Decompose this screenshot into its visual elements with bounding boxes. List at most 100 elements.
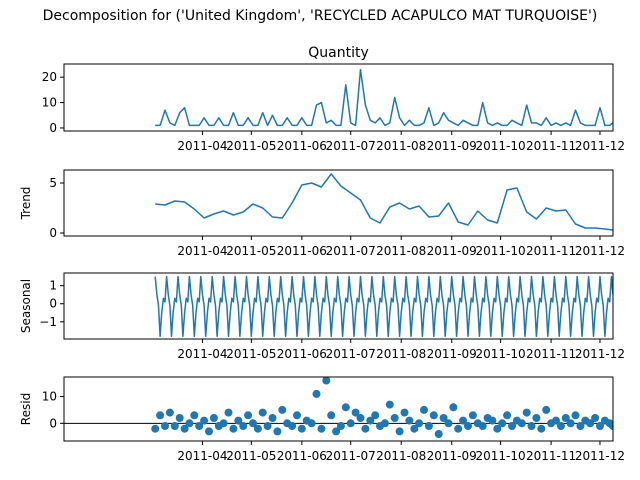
resid-point [190,411,199,420]
resid-point [596,422,604,430]
resid-point [346,419,355,428]
resid-point [351,408,360,417]
seasonal-ytick-label: 1 [49,279,57,293]
resid-xtick-label: 2011-07 [326,449,376,463]
resid-point [556,422,565,430]
resid-point [293,411,301,420]
trend-xtick-label: 2011-10 [476,244,526,258]
quantity-xtick-label: 2011-07 [326,139,376,153]
quantity-line [155,68,613,127]
seasonal-line [154,275,613,338]
quantity-ytick-label: 20 [42,70,57,84]
quantity-xtick-label: 2011-08 [376,139,426,153]
resid-frame [63,376,614,442]
figure-suptitle: Decomposition for ('United Kingdom', 'RE… [43,8,598,24]
resid-point [439,414,448,422]
resid-point [468,411,477,420]
quantity-xtick-label: 2011-11 [526,139,576,153]
quantity-xtick-label: 2011-04 [177,139,227,153]
resid-point [209,414,218,422]
trend-xtick-label: 2011-09 [427,244,477,258]
resid-point [268,414,277,422]
resid-point [219,419,228,428]
trend-xtick-label: 2011-05 [226,244,276,258]
resid-point [156,411,165,420]
resid-point [297,424,306,433]
resid-ytick-label: 10 [42,390,57,404]
resid-point [341,403,350,412]
resid-ytick-label: 0 [49,416,57,430]
quantity-xtick-label: 2011-10 [476,139,526,153]
resid-point [366,416,375,425]
quantity-xtick-label: 2011-06 [277,139,327,153]
seasonal-ytick-label: 0 [49,297,57,311]
trend-xtick-label: 2011-11 [526,244,576,258]
resid-xtick-label: 2011-12 [575,449,625,463]
resid-point [239,422,248,430]
resid-point [591,414,600,422]
resid-point [336,422,345,430]
resid-point [434,430,443,438]
resid-point [253,424,262,433]
resid-point [552,416,560,425]
resid-point [317,424,326,433]
resid-point [454,424,463,433]
trend-xtick-label: 2011-06 [277,244,327,258]
resid-point [609,422,613,430]
seasonal-frame [63,272,614,340]
resid-point [258,408,267,417]
resid-point [312,389,321,398]
resid-point [180,424,189,433]
resid-point [449,403,458,412]
resid-point [332,427,341,436]
resid-point [200,416,209,425]
resid-series [64,377,613,438]
seasonal-xtick-label: 2011-11 [526,347,576,361]
trend-xtick-label: 2011-08 [376,244,426,258]
trend-frame [63,169,614,237]
seasonal-ytick-label: −1 [39,315,57,329]
seasonal-ylabel: Seasonal [19,279,33,333]
resid-point [571,411,580,420]
trend-series [155,173,613,231]
resid-ylabel: Resid [19,393,33,425]
resid-point [229,424,238,433]
resid-point [405,416,414,425]
resid-point [205,427,213,436]
resid-point [561,414,570,422]
resid-xtick-label: 2011-06 [277,449,327,463]
quantity-xtick-label: 2011-05 [226,139,276,153]
resid-point [503,411,512,420]
seasonal-xtick-label: 2011-07 [326,347,376,361]
resid-point [400,408,409,417]
resid-point [459,416,468,425]
resid-point [488,416,497,425]
seasonal-xtick-label: 2011-10 [476,347,526,361]
resid-point [175,414,184,422]
resid-point [537,424,546,433]
resid-point [517,419,526,428]
resid-point [498,419,507,428]
trend-xtick-label: 2011-07 [326,244,376,258]
seasonal-xtick-label: 2011-12 [575,347,625,361]
quantity-ytick-label: 10 [42,96,57,110]
resid-point [322,377,331,385]
quantity-ytick-label: 0 [49,121,57,135]
seasonal-series [154,275,613,338]
resid-point [288,422,297,430]
resid-point [586,419,595,428]
resid-point [170,422,179,430]
seasonal-xtick-label: 2011-08 [376,347,426,361]
resid-point [185,419,194,428]
resid-point [522,408,531,417]
quantity-frame [63,63,614,132]
trend-line [155,173,613,231]
resid-point [420,405,428,414]
resid-point [478,422,487,430]
trend-ytick-label: 0 [49,226,57,240]
resid-point [444,419,453,428]
resid-point [356,414,365,422]
resid-point [273,427,282,436]
